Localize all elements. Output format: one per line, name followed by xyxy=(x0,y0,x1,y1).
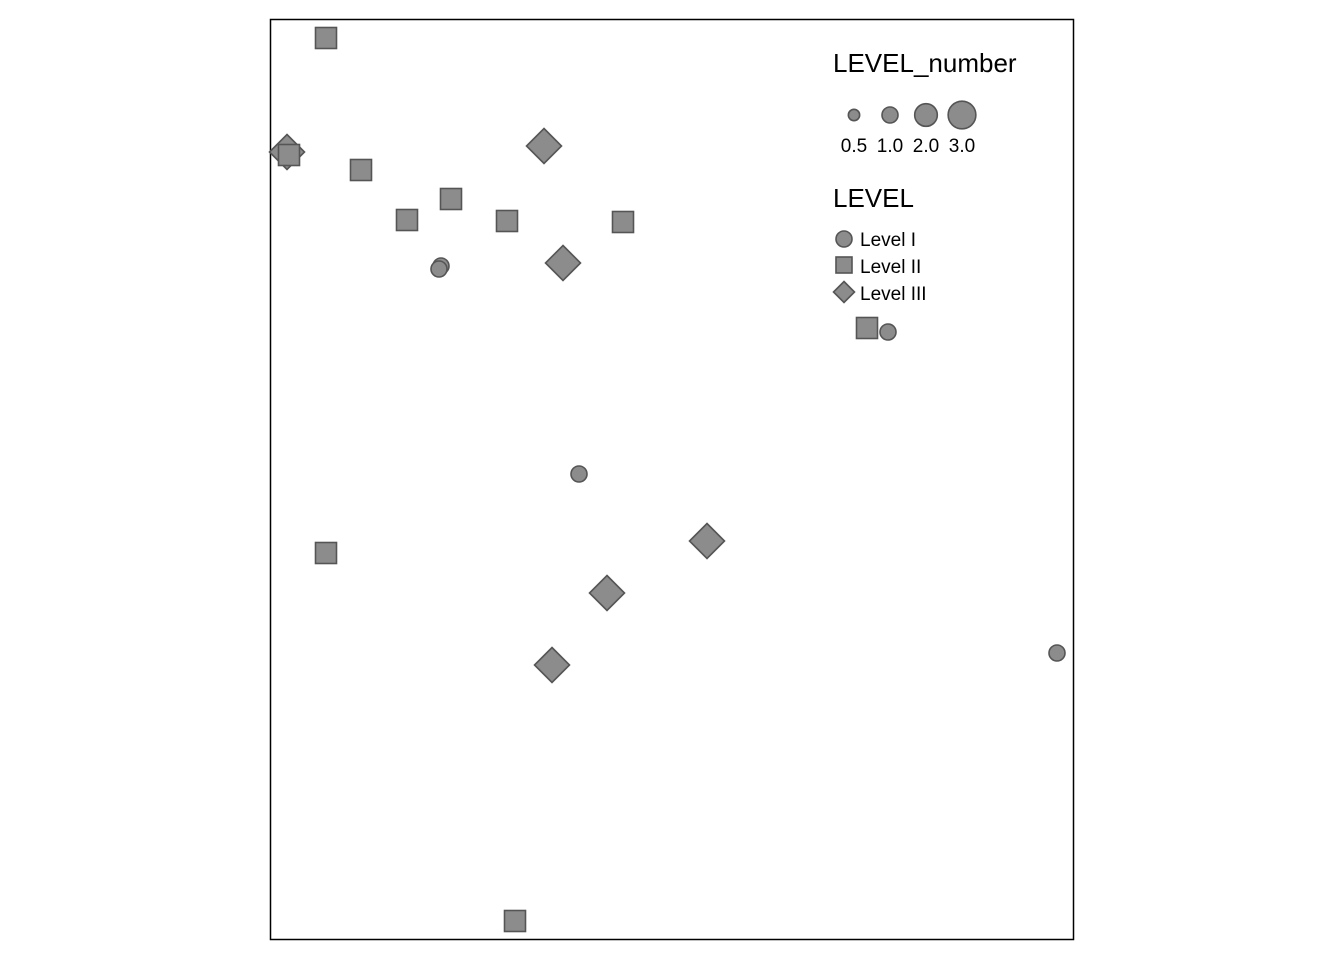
legend-size-symbol-1.0 xyxy=(881,106,899,124)
legend-shape-title: LEVEL xyxy=(833,183,914,213)
legend-shape-label-level-i: Level I xyxy=(860,230,916,251)
legend-size-symbol-3.0 xyxy=(947,100,977,130)
map-feature-level-ii xyxy=(277,143,301,167)
legend-shape-label-level-ii: Level II xyxy=(860,257,921,278)
map-feature-level-ii xyxy=(439,187,463,211)
map-feature-level-ii xyxy=(855,316,879,340)
map-feature-level-ii xyxy=(611,210,635,234)
legend-size-label-1: 1.0 xyxy=(877,136,903,157)
legend-shape-label-level-iii: Level III xyxy=(860,284,927,305)
map-feature-level-iii xyxy=(588,574,626,612)
legend-size-title: LEVEL_number xyxy=(833,48,1017,78)
map-feature-level-iii xyxy=(688,522,726,560)
legend-shape-symbols xyxy=(832,230,856,304)
map-feature-level-ii xyxy=(503,909,527,933)
map-frame xyxy=(269,18,1075,941)
map-feature-level-i xyxy=(430,260,448,278)
legend-size-label-2: 2.0 xyxy=(913,136,939,157)
map-feature-level-ii xyxy=(314,541,338,565)
map-feature-level-ii xyxy=(395,208,419,232)
map-feature-level-ii xyxy=(495,209,519,233)
map-feature-level-i xyxy=(879,323,897,341)
legend-size-label-3: 3.0 xyxy=(949,136,975,157)
map-feature-level-i xyxy=(570,465,588,483)
legend-size-label-0: 0.5 xyxy=(841,136,867,157)
features-layer xyxy=(268,26,1066,933)
legend-size-symbol-0.5 xyxy=(847,108,861,122)
map-feature-level-iii xyxy=(525,127,563,165)
map-feature-level-iii xyxy=(533,646,571,684)
map-feature-level-iii xyxy=(544,244,582,282)
legend-size-symbols xyxy=(847,100,977,130)
legend-size-symbol-2.0 xyxy=(913,102,939,128)
map-feature-level-ii xyxy=(314,26,338,50)
legend-shape-symbol-level-iii xyxy=(832,280,856,304)
legend: LEVEL_number 0.5 1.0 2.0 3.0 LEVEL Level… xyxy=(832,48,1017,305)
map-feature-level-i xyxy=(1048,644,1066,662)
legend-shape-symbol-level-i xyxy=(835,230,853,248)
map-feature-level-ii xyxy=(349,158,373,182)
legend-shape-symbol-level-ii xyxy=(835,256,853,274)
